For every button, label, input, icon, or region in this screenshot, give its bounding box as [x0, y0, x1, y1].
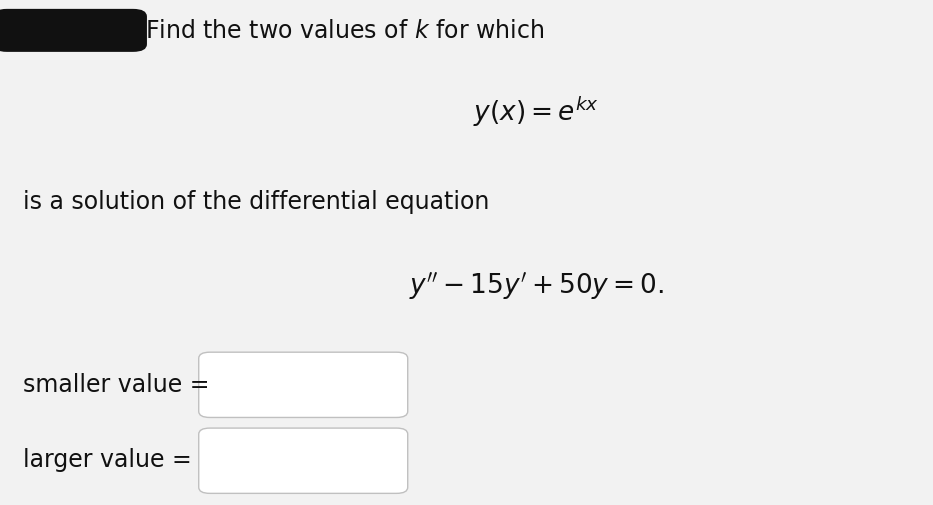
- Text: smaller value =: smaller value =: [23, 372, 210, 396]
- FancyBboxPatch shape: [199, 428, 408, 493]
- FancyBboxPatch shape: [199, 352, 408, 418]
- Text: Find the two values of $k$ for which: Find the two values of $k$ for which: [145, 19, 544, 43]
- Text: larger value =: larger value =: [23, 447, 192, 472]
- FancyBboxPatch shape: [0, 10, 147, 53]
- Text: $y(x) = e^{kx}$: $y(x) = e^{kx}$: [473, 94, 600, 128]
- Text: $y'' - 15y' + 50y = 0.$: $y'' - 15y' + 50y = 0.$: [409, 269, 664, 301]
- Text: is a solution of the differential equation: is a solution of the differential equati…: [23, 190, 490, 214]
